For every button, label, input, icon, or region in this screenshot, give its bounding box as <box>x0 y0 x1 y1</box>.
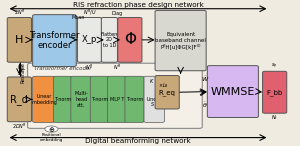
FancyBboxPatch shape <box>33 76 55 122</box>
Text: F_bb: F_bb <box>266 89 283 96</box>
FancyBboxPatch shape <box>118 18 142 62</box>
FancyBboxPatch shape <box>71 76 92 122</box>
Text: Positional
embedding: Positional embedding <box>40 133 63 141</box>
Text: Transformer
encoder: Transformer encoder <box>29 31 80 50</box>
Text: $N^R$: $N^R$ <box>85 62 94 72</box>
Text: $S$: $S$ <box>149 100 154 108</box>
Text: Flatten
2D
to 1D: Flatten 2D to 1D <box>101 32 118 48</box>
Text: $\times L_B$: $\times L_B$ <box>158 81 169 90</box>
Text: Linear: Linear <box>146 97 162 102</box>
Text: $N^R$: $N^R$ <box>113 62 121 72</box>
Text: Mean: Mean <box>71 15 84 20</box>
Text: MLP T: MLP T <box>110 97 124 102</box>
FancyBboxPatch shape <box>101 18 118 62</box>
FancyBboxPatch shape <box>125 76 144 122</box>
Text: Equivalent
baseband channel
PᵀH[u]ΦG[k]Fᴵᴼ: Equivalent baseband channel PᵀH[u]ΦG[k]F… <box>155 32 206 49</box>
Text: $\tilde{\theta}$: $\tilde{\theta}$ <box>202 101 208 110</box>
Text: H: H <box>15 35 23 45</box>
Text: $N^R/U$: $N^R/U$ <box>83 8 96 17</box>
Text: Φ: Φ <box>124 32 136 47</box>
Text: Linear
embedding: Linear embedding <box>30 94 58 105</box>
FancyBboxPatch shape <box>108 76 127 122</box>
Text: X_p: X_p <box>82 35 97 44</box>
Text: Transformer encoder: Transformer encoder <box>34 66 91 71</box>
Text: $S$: $S$ <box>17 69 22 77</box>
Circle shape <box>45 126 58 132</box>
FancyBboxPatch shape <box>33 15 76 66</box>
FancyBboxPatch shape <box>144 76 164 122</box>
Text: Multi-
head
att.: Multi- head att. <box>74 91 88 108</box>
Text: $2N^R$: $2N^R$ <box>14 8 25 17</box>
Text: R_eq: R_eq <box>159 89 176 96</box>
FancyBboxPatch shape <box>90 76 110 122</box>
FancyBboxPatch shape <box>155 10 206 71</box>
Text: $\tilde{W}$: $\tilde{W}$ <box>201 75 209 85</box>
Text: $s_p$: $s_p$ <box>272 62 278 71</box>
FancyBboxPatch shape <box>207 66 258 118</box>
Text: Digital beamforming network: Digital beamforming network <box>85 138 191 144</box>
FancyBboxPatch shape <box>7 18 31 62</box>
FancyBboxPatch shape <box>7 77 31 122</box>
Text: T-norm: T-norm <box>55 97 72 102</box>
Text: $N_t$: $N_t$ <box>271 113 278 122</box>
FancyBboxPatch shape <box>28 63 202 128</box>
FancyBboxPatch shape <box>155 75 179 109</box>
Text: T-norm: T-norm <box>126 97 143 102</box>
Text: R_d: R_d <box>11 94 28 105</box>
Text: Diag: Diag <box>112 11 123 16</box>
FancyBboxPatch shape <box>262 71 287 113</box>
Text: $\oplus$: $\oplus$ <box>48 125 55 134</box>
FancyBboxPatch shape <box>53 76 73 122</box>
Text: $K$: $K$ <box>149 77 154 85</box>
Text: WMMSE: WMMSE <box>211 87 255 97</box>
FancyBboxPatch shape <box>77 18 102 62</box>
Text: RIS refraction phase design network: RIS refraction phase design network <box>73 2 203 8</box>
Text: $2DN^R$: $2DN^R$ <box>12 122 27 131</box>
Text: T-norm: T-norm <box>91 97 109 102</box>
Text: $U$: $U$ <box>16 62 22 71</box>
Text: Reshape: Reshape <box>21 62 26 83</box>
